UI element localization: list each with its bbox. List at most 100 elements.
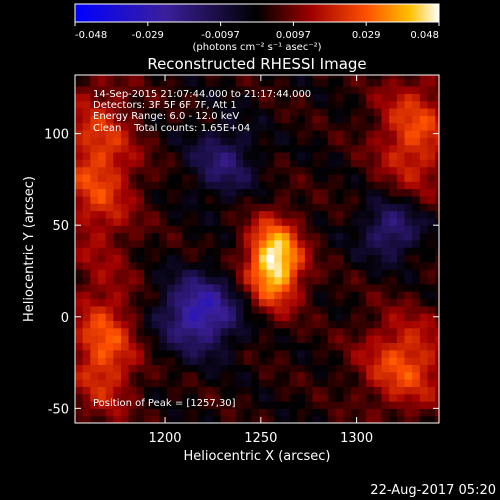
heatmap-cell [143,269,153,278]
heatmap-cell [235,100,245,109]
heatmap-cell [143,349,153,358]
heatmap-cell [105,313,114,322]
heatmap-cell [274,166,283,175]
heatmap-cell [189,379,199,387]
heatmap-cell [143,85,153,94]
heatmap-cell [343,401,352,409]
heatmap-cell [189,115,199,124]
heatmap-cell [97,291,107,300]
heatmap-cell [128,247,137,256]
heatmap-cell [151,408,160,417]
heatmap-cell [143,298,153,307]
heatmap-cell [389,225,398,234]
heatmap-cell [350,181,360,190]
heatmap-cell [366,78,375,87]
x-tick-label: 1300 [340,431,373,446]
heatmap-cell [366,393,375,402]
heatmap-cell [373,78,383,87]
heatmap-cell [212,364,222,373]
heatmap-cell [90,349,99,358]
heatmap-cell [412,269,421,278]
heatmap-cell [297,327,306,336]
heatmap-cell [205,313,214,322]
heatmap-cell [166,393,176,402]
heatmap-cell [304,298,314,307]
heatmap-cell [136,166,145,175]
heatmap-cell [113,379,122,387]
heatmap-cell [350,357,360,365]
heatmap-cell [205,291,214,300]
chart-title: Reconstructed RHESSI Image [147,55,366,73]
heatmap-cell [243,320,252,329]
heatmap-cell [113,401,122,409]
heatmap-cell [274,393,283,402]
heatmap-cell [189,203,199,212]
heatmap-cell [258,261,268,270]
heatmap-cell [243,151,252,160]
heatmap-cell [105,210,114,219]
heatmap-cell [205,78,214,87]
heatmap-cell [366,371,375,380]
heatmap-cell [281,291,291,300]
heatmap-cell [335,151,344,160]
heatmap-cell [251,276,260,285]
heatmap-cell [228,247,237,256]
heatmap-cell [166,166,176,175]
heatmap-cell [312,75,321,80]
plot-frame [74,74,440,424]
heatmap-cell [381,188,390,197]
heatmap-cell [343,379,352,387]
heatmap-cell [220,93,229,102]
heatmap-cell [243,357,252,365]
heatmap-cell [189,181,199,190]
heatmap-cell [289,217,298,226]
heatmap-cell [404,195,413,204]
heatmap-cell [197,254,206,263]
heatmap-cell [75,151,84,160]
heatmap-cell [75,291,84,300]
heatmap-cell [343,173,352,182]
heatmap-cell [320,327,329,336]
heatmap-cell [366,357,375,365]
heatmap-cell [189,269,199,278]
heatmap-cell [289,85,298,94]
heatmap-cell [105,335,114,344]
heatmap-cell [82,78,91,87]
heatmap-cell [335,93,344,102]
heatmap-cell [289,393,298,402]
heatmap-cell [435,371,439,380]
heatmap-cell [182,342,191,351]
heatmap-cell [304,210,314,219]
heatmap-cell [251,342,260,351]
heatmap-cell [228,159,237,168]
heatmap-cell [327,393,337,402]
heatmap-cell [128,364,137,373]
heatmap-cell [412,217,421,226]
heatmap-cell [274,93,283,102]
heatmap-cell [366,261,375,270]
heatmap-cell [243,210,252,219]
heatmap-cell [136,181,145,190]
heatmap-cell [258,166,268,175]
heatmap-cell [151,349,160,358]
heatmap-cell [128,100,137,109]
heatmap-cell [312,239,321,248]
heatmap-cell [320,159,329,168]
heatmap-cell [381,195,390,204]
heatmap-cell [427,386,436,395]
heatmap-cell [312,415,321,423]
heatmap-cell [189,371,199,380]
heatmap-cell [113,415,122,423]
heatmap-cell [304,305,314,314]
heatmap-cell [320,122,329,131]
heatmap-cell [335,415,344,423]
heatmap-cell [343,269,352,278]
heatmap-cell [189,320,199,329]
heatmap-cell [189,335,199,344]
heatmap-cell [251,335,260,344]
heatmap-cell [281,247,291,256]
heatmap-cell [197,203,206,212]
heatmap-cell [205,379,214,387]
heatmap-cell [350,100,360,109]
